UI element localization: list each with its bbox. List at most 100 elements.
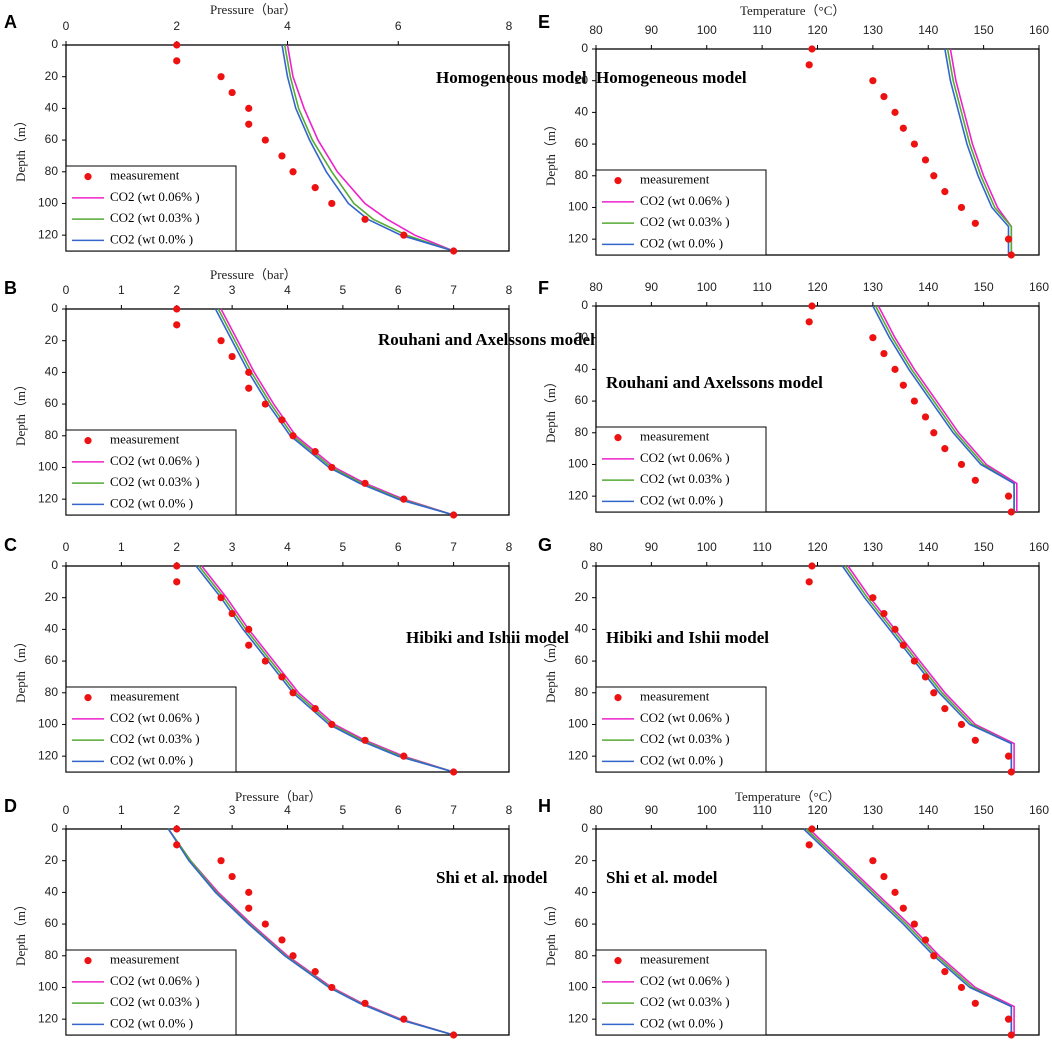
measurement-point	[921, 156, 930, 164]
series-line-3	[872, 305, 1015, 512]
panel-letter: C	[4, 535, 17, 555]
measurement-point	[899, 641, 907, 649]
measurement-point	[289, 689, 297, 697]
y-tick-label: 0	[581, 821, 588, 835]
legend-entry: CO2 (wt 0.0% )	[640, 492, 723, 507]
x-tick-label: 5	[340, 540, 347, 554]
legend-entry: CO2 (wt 0.03% )	[640, 994, 730, 1009]
measurement-point	[921, 413, 930, 421]
measurement-point	[173, 825, 181, 833]
panel-letter: E	[538, 12, 550, 32]
measurement-point	[361, 736, 369, 744]
y-tick-label: 60	[575, 916, 589, 930]
measurement-point	[450, 247, 458, 255]
y-tick-label: 80	[575, 168, 589, 182]
y-tick-label: 40	[575, 885, 589, 899]
x-tick-label: 6	[395, 540, 402, 554]
legend-marker	[84, 437, 92, 445]
y-tick-label: 120	[568, 231, 588, 245]
x-tick-label: 100	[697, 540, 717, 554]
x-tick-label: 80	[589, 803, 603, 817]
x-tick-label: 120	[807, 23, 827, 37]
panel-letter: A	[4, 12, 17, 32]
x-tick-label: 2	[173, 19, 180, 33]
measurement-point	[808, 562, 816, 570]
measurement-point	[971, 736, 979, 744]
measurement-point	[805, 578, 813, 586]
y-tick-label: 60	[45, 396, 59, 410]
measurement-point	[941, 445, 949, 453]
measurement-point	[930, 429, 938, 437]
measurement-point	[869, 594, 877, 602]
measurement-point	[217, 857, 225, 865]
y-tick-label: 40	[45, 365, 59, 379]
measurement-point	[921, 936, 930, 944]
measurement-point	[261, 657, 269, 665]
series-line-1	[847, 565, 1015, 772]
x-tick-label: 0	[63, 540, 70, 554]
y-tick-label: 60	[575, 136, 589, 150]
x-tick-label: 80	[589, 540, 603, 554]
legend-box	[595, 949, 767, 1036]
y-tick-label: 100	[38, 980, 58, 994]
measurement-point	[1004, 492, 1013, 500]
measurement-point	[278, 673, 286, 681]
measurement-point	[880, 609, 888, 618]
measurement-point	[173, 578, 181, 586]
y-tick-label: 60	[45, 132, 59, 146]
measurement-point	[228, 88, 236, 97]
legend-entry: CO2 (wt 0.06% )	[640, 973, 730, 988]
y-tick-label: 40	[45, 885, 59, 899]
model-label: Homogeneous model	[436, 68, 587, 87]
x-tick-label: 100	[697, 23, 717, 37]
legend-entry: CO2 (wt 0.0% )	[640, 235, 723, 250]
series-line-2	[874, 305, 1015, 512]
y-axis-title: Depth（m）	[543, 635, 558, 703]
legend-entry: CO2 (wt 0.03% )	[640, 731, 730, 746]
y-tick-label: 60	[575, 653, 589, 667]
measurement-point	[245, 641, 253, 649]
model-label: Homogeneous model	[596, 68, 747, 87]
x-tick-label: 8	[506, 803, 513, 817]
measurement-point	[328, 463, 336, 472]
measurement-point	[400, 231, 408, 239]
measurement-point	[891, 365, 899, 373]
y-tick-label: 60	[575, 393, 589, 407]
x-tick-label: 160	[1029, 23, 1049, 37]
y-tick-label: 60	[45, 916, 59, 930]
legend-box	[65, 949, 237, 1036]
measurement-point	[1004, 1015, 1013, 1023]
y-axis-title: Depth（m）	[13, 898, 28, 966]
measurement-point	[808, 45, 816, 53]
series-line-1	[949, 48, 1013, 255]
x-tick-label: 150	[974, 23, 994, 37]
x-tick-label: 7	[450, 283, 457, 297]
y-tick-label: 120	[38, 491, 58, 505]
legend-entry: CO2 (wt 0.06% )	[640, 710, 730, 725]
measurement-point	[891, 625, 899, 633]
measurement-point	[880, 872, 888, 881]
measurement-point	[1004, 235, 1013, 243]
y-tick-label: 20	[45, 69, 59, 83]
legend-marker	[84, 694, 92, 702]
measurement-point	[910, 657, 919, 665]
x-tick-label: 130	[863, 540, 883, 554]
y-tick-label: 120	[38, 227, 58, 241]
series-line-1	[877, 305, 1018, 512]
x-tick-label: 1	[118, 283, 125, 297]
x-tick-label: 140	[918, 280, 938, 294]
panel-letter: H	[538, 796, 551, 816]
measurement-point	[910, 920, 919, 928]
measurement-point	[869, 857, 877, 865]
measurement-point	[261, 920, 269, 928]
measurement-point	[1004, 752, 1013, 760]
y-tick-label: 80	[45, 428, 59, 442]
y-axis-title: Depth（m）	[13, 378, 28, 446]
y-tick-label: 20	[45, 333, 59, 347]
y-tick-label: 60	[45, 653, 59, 667]
measurement-point	[957, 203, 966, 212]
measurement-point	[891, 108, 899, 116]
x-tick-label: 2	[173, 283, 180, 297]
measurement-point	[278, 936, 286, 944]
legend-box	[65, 165, 237, 252]
